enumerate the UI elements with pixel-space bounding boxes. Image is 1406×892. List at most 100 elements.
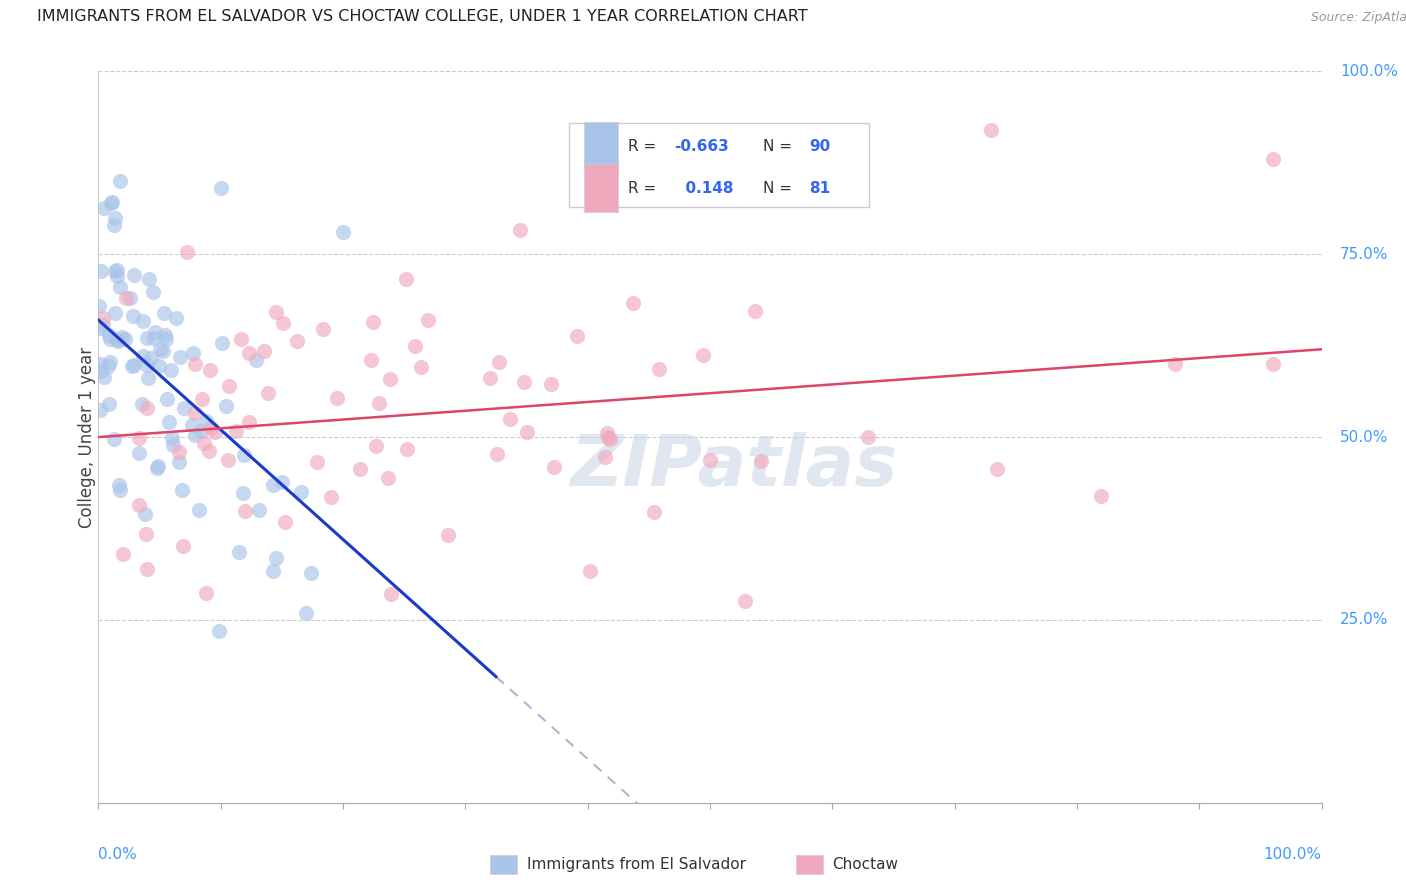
Point <box>262 564 284 578</box>
Point <box>124 359 146 373</box>
Point <box>107 334 129 348</box>
Point <box>692 348 714 362</box>
Point <box>264 550 287 565</box>
Point <box>89 320 111 334</box>
Point <box>360 353 382 368</box>
Y-axis label: College, Under 1 year: College, Under 1 year <box>79 346 96 528</box>
Text: -0.663: -0.663 <box>675 138 730 153</box>
Point <box>135 331 157 345</box>
Point <box>111 330 134 344</box>
Point <box>169 351 191 365</box>
Point <box>136 562 159 576</box>
Point <box>184 406 207 420</box>
Point <box>1261 152 1284 166</box>
Point <box>162 438 184 452</box>
Point <box>114 291 136 305</box>
Point <box>598 430 620 444</box>
Point <box>565 329 588 343</box>
Point <box>91 311 114 326</box>
Point <box>699 453 721 467</box>
Point <box>121 359 143 373</box>
Point <box>91 318 114 332</box>
Point <box>247 503 270 517</box>
Point <box>146 460 169 475</box>
Text: N =: N = <box>762 181 792 195</box>
Point <box>744 303 766 318</box>
Point <box>540 377 562 392</box>
Point <box>238 346 260 360</box>
Point <box>108 280 131 294</box>
Point <box>132 349 155 363</box>
Point <box>326 391 349 405</box>
Point <box>181 346 204 360</box>
Point <box>643 505 665 519</box>
Point <box>233 503 256 517</box>
Point <box>621 295 644 310</box>
Point <box>479 371 502 385</box>
Point <box>181 417 204 432</box>
Text: 50.0%: 50.0% <box>1340 430 1388 444</box>
Point <box>136 370 159 384</box>
Point <box>156 392 179 406</box>
Text: Choctaw: Choctaw <box>832 857 898 872</box>
Point <box>105 263 128 277</box>
Bar <box>583 164 619 212</box>
Point <box>204 425 226 439</box>
Bar <box>583 122 619 169</box>
Point <box>208 624 231 639</box>
Point <box>191 392 214 407</box>
FancyBboxPatch shape <box>569 122 869 207</box>
Point <box>488 355 510 369</box>
Point <box>232 486 254 500</box>
Point <box>104 211 127 225</box>
Bar <box>796 855 823 874</box>
Point <box>856 430 879 444</box>
Point <box>749 454 772 468</box>
Point <box>231 332 253 346</box>
Point <box>233 448 256 462</box>
Point <box>418 313 440 327</box>
Point <box>368 396 391 410</box>
Point <box>98 332 121 346</box>
Point <box>138 272 160 286</box>
Point <box>167 445 190 459</box>
Point <box>596 425 619 440</box>
Point <box>155 328 177 343</box>
Point <box>142 285 165 299</box>
Point <box>349 461 371 475</box>
Point <box>131 397 153 411</box>
Point <box>578 564 600 578</box>
Point <box>380 587 402 601</box>
Point <box>332 225 354 239</box>
Point <box>146 459 169 474</box>
Point <box>128 498 150 512</box>
Point <box>105 268 128 283</box>
Point <box>153 306 176 320</box>
Point <box>290 484 312 499</box>
Point <box>148 359 170 374</box>
Point <box>499 411 522 425</box>
Point <box>270 475 292 489</box>
Point <box>167 455 190 469</box>
Bar <box>489 855 517 874</box>
Point <box>176 244 198 259</box>
Point <box>238 415 260 429</box>
Point <box>395 272 418 286</box>
Point <box>299 566 322 580</box>
Point <box>184 427 207 442</box>
Point <box>98 355 121 369</box>
Point <box>104 264 127 278</box>
Text: R =: R = <box>628 181 661 195</box>
Text: N =: N = <box>762 138 792 153</box>
Point <box>103 433 125 447</box>
Text: 100.0%: 100.0% <box>1264 847 1322 862</box>
Point <box>361 315 384 329</box>
Point <box>543 459 565 474</box>
Point <box>187 503 209 517</box>
Point <box>378 372 401 386</box>
Point <box>512 375 534 389</box>
Point <box>194 414 217 428</box>
Text: 75.0%: 75.0% <box>1340 247 1388 261</box>
Point <box>136 401 159 415</box>
Point <box>515 425 537 440</box>
